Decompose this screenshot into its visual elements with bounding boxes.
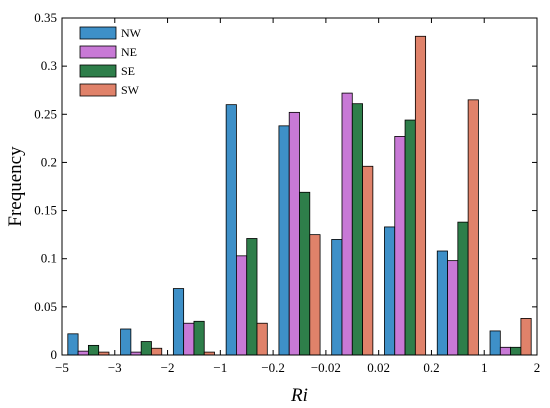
legend-swatch-sw: [79, 83, 117, 97]
x-tick-label: 1: [481, 360, 488, 375]
y-tick-label: 0.05: [34, 299, 57, 314]
x-tick-label: 0.02: [367, 360, 390, 375]
bar-se-1: [140, 341, 152, 356]
bar-ne-2: [183, 322, 195, 356]
bar-nw-8: [489, 330, 501, 356]
y-tick-label: 0.1: [41, 251, 57, 266]
x-tick-label: 2: [534, 360, 541, 375]
axes-layer: 0 0.05 0.1 0.15 0.2 0.25 0.3 0.35 −5 −3 −2 −1 −0.2 −0…: [5, 10, 540, 406]
x-tick-label: −3: [108, 360, 122, 375]
bar-ne-0: [77, 350, 89, 356]
bar-nw-6: [384, 226, 396, 356]
x-tick-label: −2: [161, 360, 175, 375]
bar-sw-5: [362, 165, 374, 356]
bar-sw-8: [520, 318, 532, 356]
bar-nw-2: [172, 288, 185, 356]
legend-label-nw: NW: [121, 26, 142, 40]
bar-nw-4: [278, 125, 290, 356]
bar-se-2: [193, 320, 205, 356]
bar-sw-4: [309, 234, 321, 356]
y-tick-label: 0.25: [34, 106, 57, 121]
x-axis-title: Ri: [290, 385, 308, 406]
bar-nw-1: [120, 328, 132, 356]
bar-se-7: [457, 221, 469, 356]
bar-nw-3: [225, 104, 237, 356]
bar-sw-3: [256, 322, 268, 356]
bar-se-8: [510, 346, 522, 356]
bar-sw-1: [151, 347, 163, 356]
legend: NW NE SE SW: [79, 26, 142, 97]
x-tick-label: −0.2: [261, 360, 285, 375]
x-tick-label: −1: [213, 360, 227, 375]
bar-nw-7: [436, 250, 448, 356]
legend-swatch-ne: [79, 45, 117, 59]
bar-ne-3: [236, 255, 248, 356]
bar-se-6: [404, 119, 416, 356]
bar-se-3: [246, 238, 258, 356]
y-tick-label: 0.35: [34, 10, 57, 25]
bar-ne-8: [499, 346, 512, 356]
x-tick-label: 0.2: [423, 360, 439, 375]
x-tick-label: −5: [55, 360, 69, 375]
legend-swatch-nw: [79, 26, 117, 40]
bar-ne-4: [288, 111, 300, 356]
bar-ne-7: [447, 260, 459, 356]
bar-sw-7: [467, 99, 479, 356]
y-tick-label: 0.3: [41, 58, 57, 73]
y-axis-title: Frequency: [5, 146, 26, 227]
bar-ne-5: [341, 92, 353, 356]
y-tick-label: 0.2: [41, 154, 57, 169]
legend-label-se: SE: [121, 64, 135, 78]
y-tick-label: 0: [51, 347, 58, 362]
bar-se-4: [299, 191, 311, 356]
bar-se-5: [351, 103, 363, 356]
legend-label-sw: SW: [121, 83, 140, 97]
bars-layer: [67, 35, 532, 356]
y-tick-label: 0.15: [34, 203, 57, 218]
x-tick-label: −0.02: [311, 360, 341, 375]
bar-se-0: [87, 344, 100, 356]
bar-sw-6: [414, 35, 427, 356]
legend-swatch-se: [79, 64, 117, 78]
legend-label-ne: NE: [121, 45, 137, 59]
plot-frame: [61, 17, 538, 356]
bar-nw-5: [331, 239, 343, 356]
bar-nw-0: [67, 333, 79, 356]
bar-ne-6: [394, 136, 406, 356]
